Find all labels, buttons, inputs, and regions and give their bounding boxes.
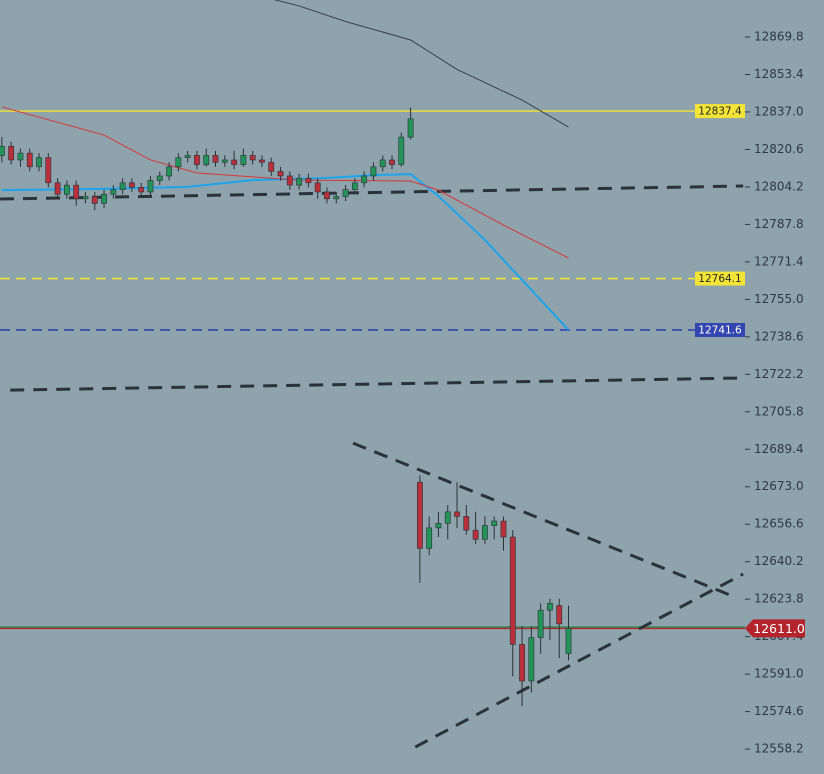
- trend-line: [414, 572, 744, 749]
- y-tick-label: 12820.6: [754, 142, 804, 156]
- candle-body: [221, 159, 228, 163]
- candle-body: [370, 166, 377, 177]
- candle-body: [82, 196, 89, 200]
- candle-body: [17, 152, 24, 161]
- candle-body: [435, 523, 442, 529]
- candle-body: [166, 166, 172, 177]
- level-badge-label: 12741.6: [698, 324, 742, 336]
- y-tick-label: 12574.6: [754, 704, 804, 718]
- candle-body: [361, 175, 368, 184]
- trend-line: [10, 376, 744, 392]
- y-tick-label: 12869.8: [754, 30, 804, 44]
- candle-body: [101, 193, 107, 204]
- candle-body: [389, 159, 395, 165]
- candle-body: [240, 155, 247, 165]
- y-tick-label: 12738.6: [754, 329, 804, 343]
- candle-body: [333, 196, 340, 200]
- candle-body: [45, 157, 52, 184]
- candle-body: [175, 157, 182, 168]
- level-badge-label: 12837.4: [698, 106, 742, 118]
- candle-body: [556, 605, 563, 625]
- y-tick-label: 12673.0: [754, 479, 804, 493]
- trend-line: [0, 184, 744, 201]
- candle-body: [426, 527, 433, 549]
- y-tick-label: 12853.4: [754, 67, 804, 81]
- y-tick-label: 12591.0: [754, 667, 804, 681]
- candle-body: [138, 187, 145, 193]
- candle-body: [268, 161, 275, 172]
- price-badge-label: 12611.0: [753, 621, 805, 636]
- candle-body: [324, 191, 330, 200]
- y-tick-label: 12804.2: [754, 179, 804, 193]
- candle-body: [194, 155, 200, 165]
- level-badge-label: 12764.1: [698, 273, 741, 285]
- candle-body: [342, 189, 349, 197]
- candle-body: [91, 196, 98, 204]
- candle-body: [444, 511, 451, 524]
- y-tick-label: 12837.0: [754, 104, 804, 118]
- candle-body: [509, 536, 516, 645]
- y-tick-label: 12656.6: [754, 517, 804, 531]
- candle-body: [249, 155, 256, 161]
- candle-body: [184, 155, 191, 158]
- candle-body: [129, 182, 135, 188]
- candle-body: [203, 155, 210, 165]
- candle-body: [63, 184, 70, 195]
- candle-body: [296, 177, 303, 186]
- candle-body: [305, 177, 312, 184]
- candle-body: [500, 520, 507, 538]
- indicator-line: [273, 0, 569, 128]
- candle-body: [398, 136, 405, 165]
- candle-body: [0, 145, 5, 156]
- candle-body: [565, 628, 572, 654]
- candle-body: [537, 609, 544, 638]
- candle-body: [482, 525, 488, 540]
- y-tick-label: 12705.8: [754, 404, 804, 418]
- candle-body: [379, 159, 386, 168]
- y-tick-label: 12787.8: [754, 217, 804, 231]
- level-badge: [695, 271, 745, 286]
- y-tick-label: 12689.4: [754, 442, 804, 456]
- candle-body: [26, 152, 33, 168]
- candle-body: [416, 481, 423, 549]
- candle-body: [119, 182, 126, 190]
- y-tick-label: 12722.2: [754, 367, 804, 381]
- y-tick-label: 12623.8: [754, 592, 804, 606]
- plot: [0, 0, 745, 749]
- candle-body: [314, 182, 321, 193]
- trend-line: [352, 441, 731, 597]
- indicator-line: [1, 106, 569, 259]
- price-badge: [745, 619, 805, 638]
- candle-body: [528, 637, 535, 682]
- y-tick-label: 12558.2: [754, 742, 804, 756]
- candle-body: [36, 157, 42, 168]
- candle-body: [8, 145, 15, 161]
- level-badge: [695, 104, 745, 119]
- candle-body: [286, 175, 293, 186]
- y-tick-label: 12755.0: [754, 292, 804, 306]
- candle-body: [259, 159, 265, 163]
- candle-body: [156, 175, 163, 181]
- candle-body: [54, 182, 61, 195]
- y-tick-label: 12771.4: [754, 254, 804, 268]
- candle-body: [231, 159, 237, 165]
- candle-body: [407, 118, 414, 138]
- level-badge: [695, 322, 745, 337]
- y-tick-label: 12640.2: [754, 554, 804, 568]
- candle-body: [277, 171, 284, 177]
- candle-body: [491, 520, 498, 526]
- candle-body: [547, 602, 553, 611]
- candle-body: [472, 529, 479, 540]
- candle-body: [147, 180, 154, 193]
- candle-body: [454, 511, 460, 517]
- candle-body: [463, 516, 470, 531]
- candle-body: [519, 644, 525, 682]
- candle-body: [73, 184, 80, 200]
- candle-body: [351, 182, 358, 190]
- candle-body: [110, 189, 117, 195]
- candle-body: [212, 155, 219, 163]
